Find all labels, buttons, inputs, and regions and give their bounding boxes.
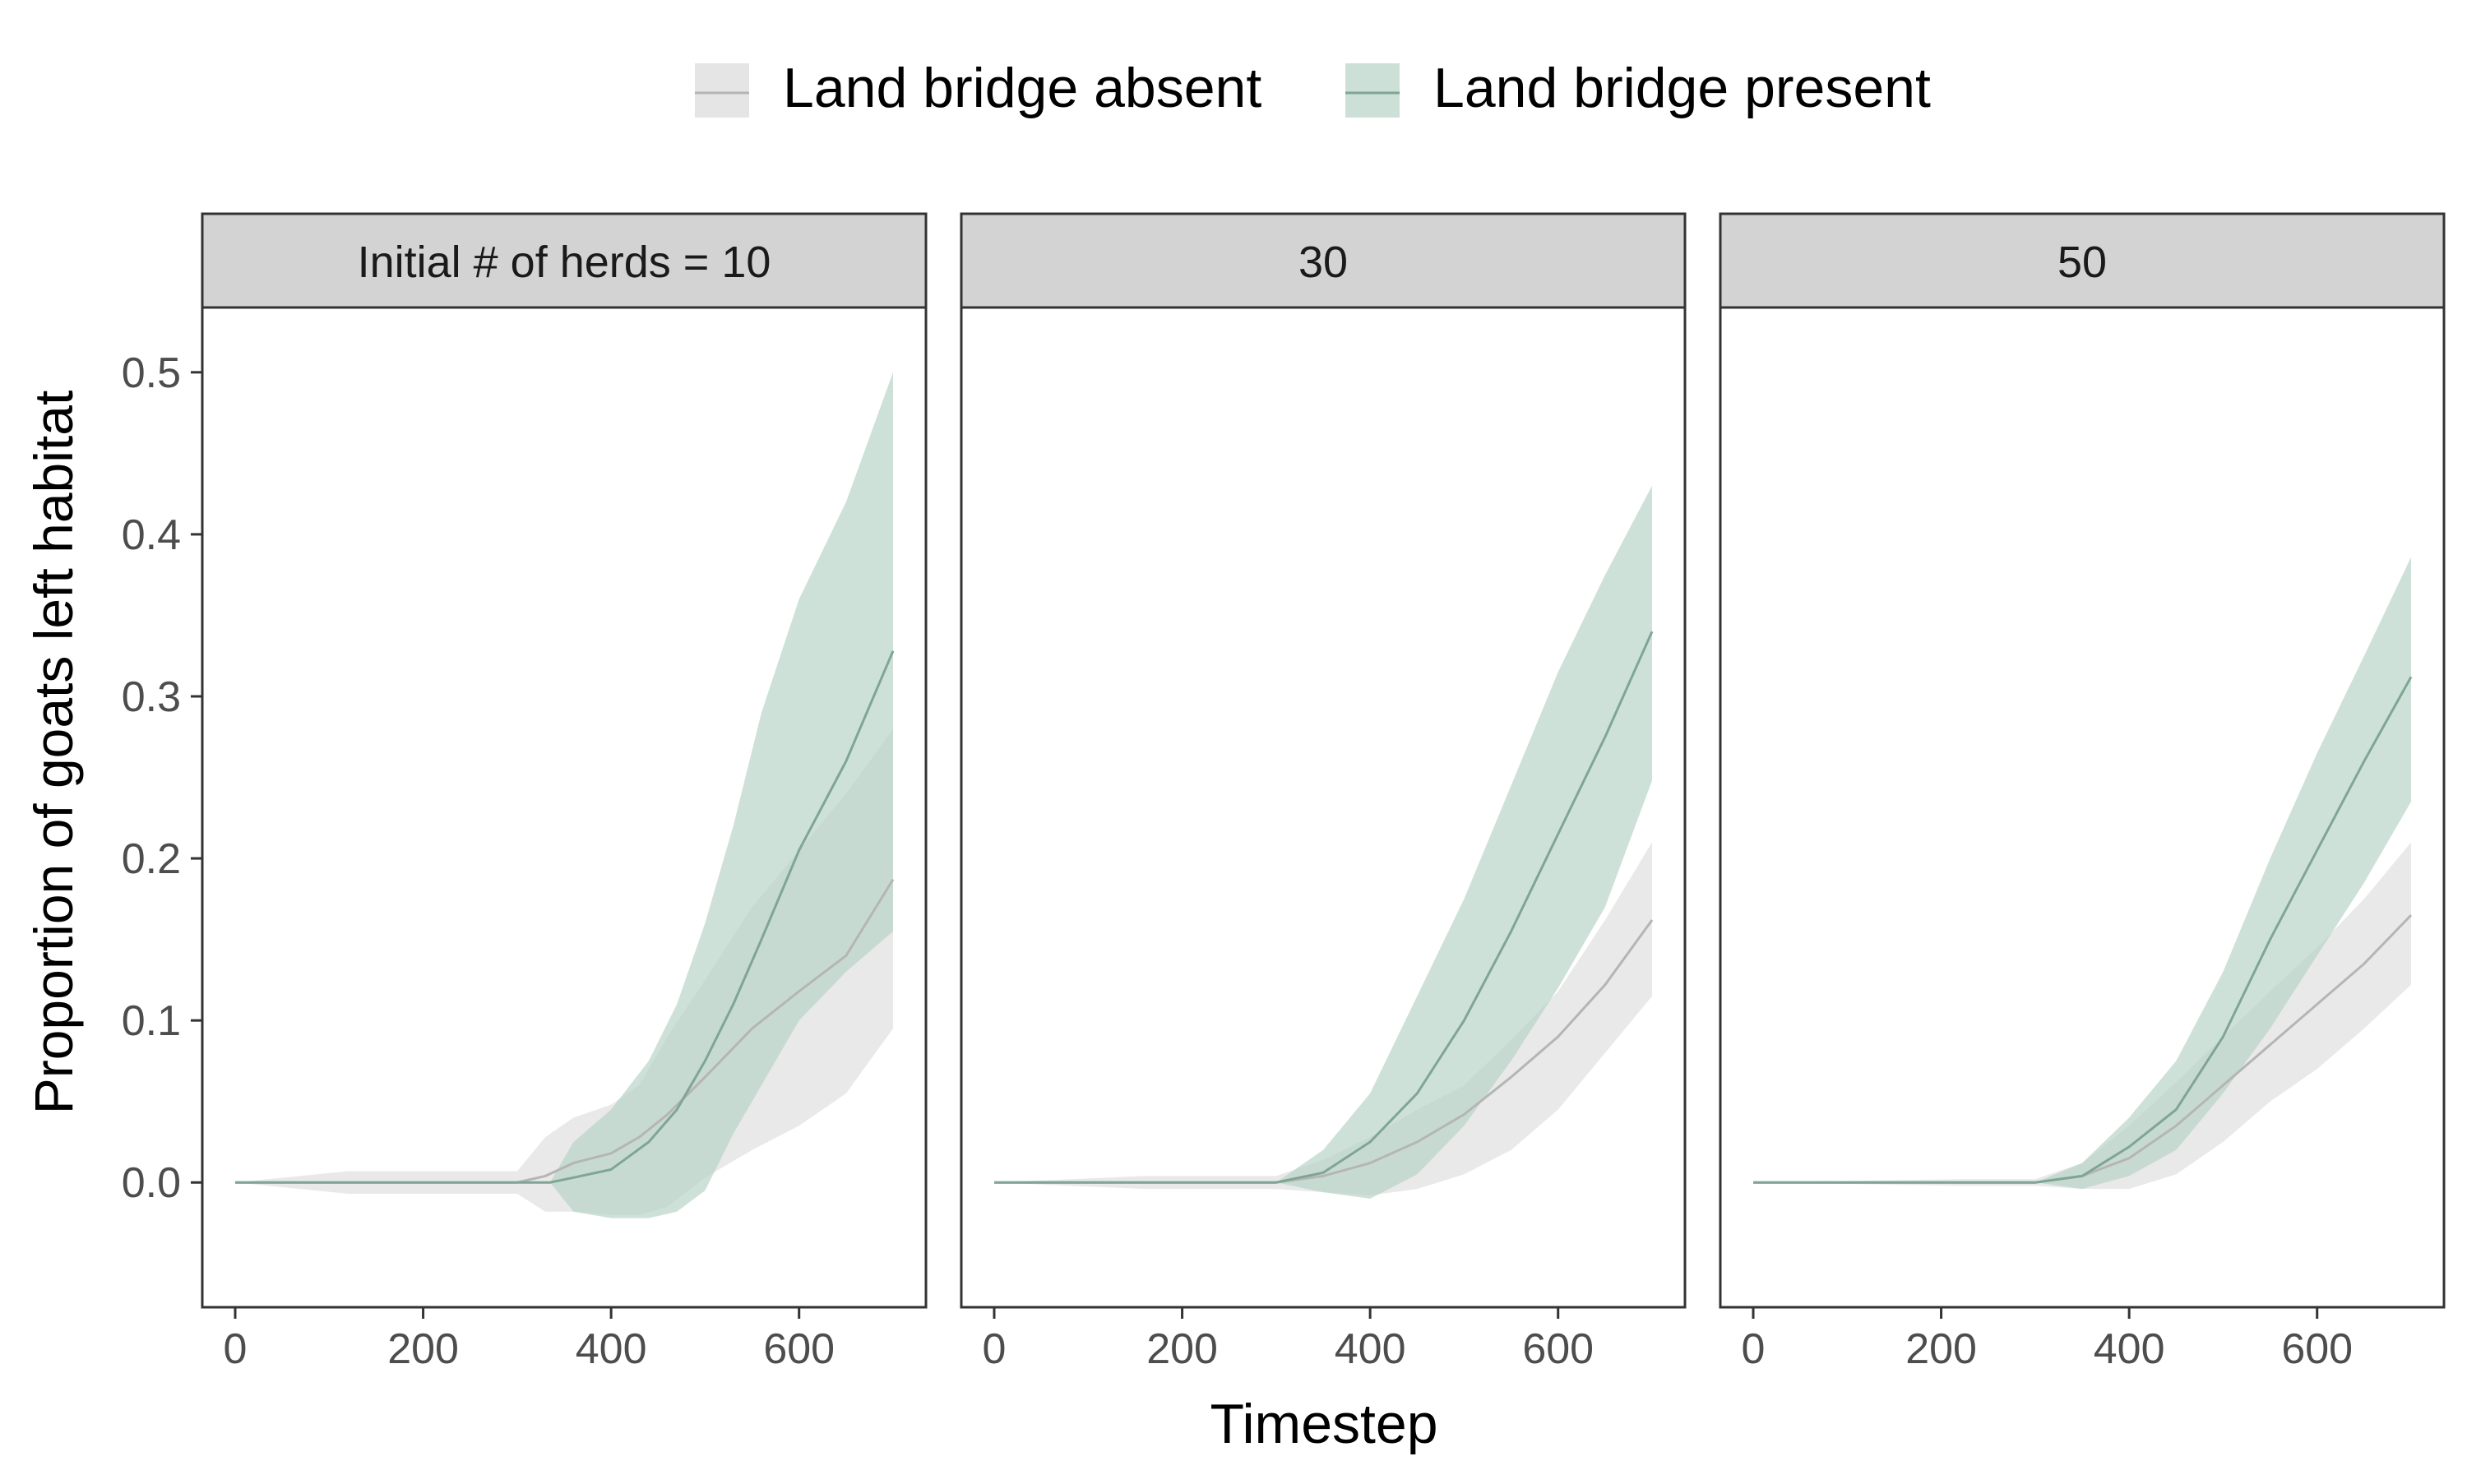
y-tick-label: 0.3 — [122, 673, 181, 721]
y-tick-label: 0.5 — [122, 349, 181, 397]
legend-key-present — [1345, 63, 1400, 118]
x-axis-label: Timestep — [1210, 1393, 1437, 1455]
y-axis-label: Proportion of goats left habitat — [23, 391, 84, 1115]
x-tick-label: 600 — [1522, 1325, 1594, 1373]
facet-strip — [201, 212, 928, 309]
facet-strip-label: 50 — [2057, 238, 2107, 287]
legend-label-present: Land bridge present — [1433, 57, 1931, 119]
facet-panel: Initial # of herds = 10 0 200 400 600 0.0 0.1 0… — [122, 212, 928, 1373]
x-tick-label: 0 — [983, 1325, 1007, 1373]
ribbon-present — [235, 372, 893, 1218]
legend-label-absent: Land bridge absent — [783, 57, 1261, 119]
facet-strip-label: Initial # of herds = 10 — [358, 238, 771, 287]
line-present — [1753, 676, 2413, 1184]
y-tick-label: 0.4 — [122, 511, 181, 559]
panel-border — [201, 306, 928, 1309]
facet-panel: 30 0 200 400 600 — [960, 212, 1687, 1373]
facet-panels: Initial # of herds = 10 0 200 400 600 0.0 0.1 0… — [122, 212, 2446, 1373]
y-tick-label: 0.0 — [122, 1159, 181, 1207]
x-tick-label: 0 — [224, 1325, 248, 1373]
ribbon-absent — [994, 842, 1652, 1195]
legend: Land bridge absent Land bridge present — [695, 57, 1931, 119]
x-tick-label: 400 — [2094, 1325, 2165, 1373]
line-present — [994, 631, 1654, 1184]
x-tick-label: 400 — [1335, 1325, 1406, 1373]
x-tick-label: 400 — [576, 1325, 647, 1373]
facet-strip-label: 30 — [1298, 238, 1348, 287]
legend-key-absent — [695, 63, 749, 118]
y-tick-label: 0.1 — [122, 997, 181, 1045]
panel-border — [960, 306, 1687, 1309]
x-tick-label: 200 — [1905, 1325, 1977, 1373]
line-present — [235, 650, 895, 1184]
x-tick-label: 200 — [1146, 1325, 1218, 1373]
facet-panel: 50 0 200 400 600 — [1719, 212, 2446, 1373]
x-tick-label: 600 — [2281, 1325, 2353, 1373]
facet-strip — [1719, 212, 2446, 309]
x-tick-label: 0 — [1742, 1325, 1766, 1373]
ribbon-present — [994, 485, 1652, 1199]
x-tick-label: 200 — [387, 1325, 459, 1373]
facet-strip — [960, 212, 1687, 309]
panel-border — [1719, 306, 2446, 1309]
ribbon-absent — [1753, 842, 2411, 1190]
ribbon-present — [1753, 557, 2411, 1190]
x-tick-label: 600 — [763, 1325, 835, 1373]
y-tick-label: 0.2 — [122, 835, 181, 883]
